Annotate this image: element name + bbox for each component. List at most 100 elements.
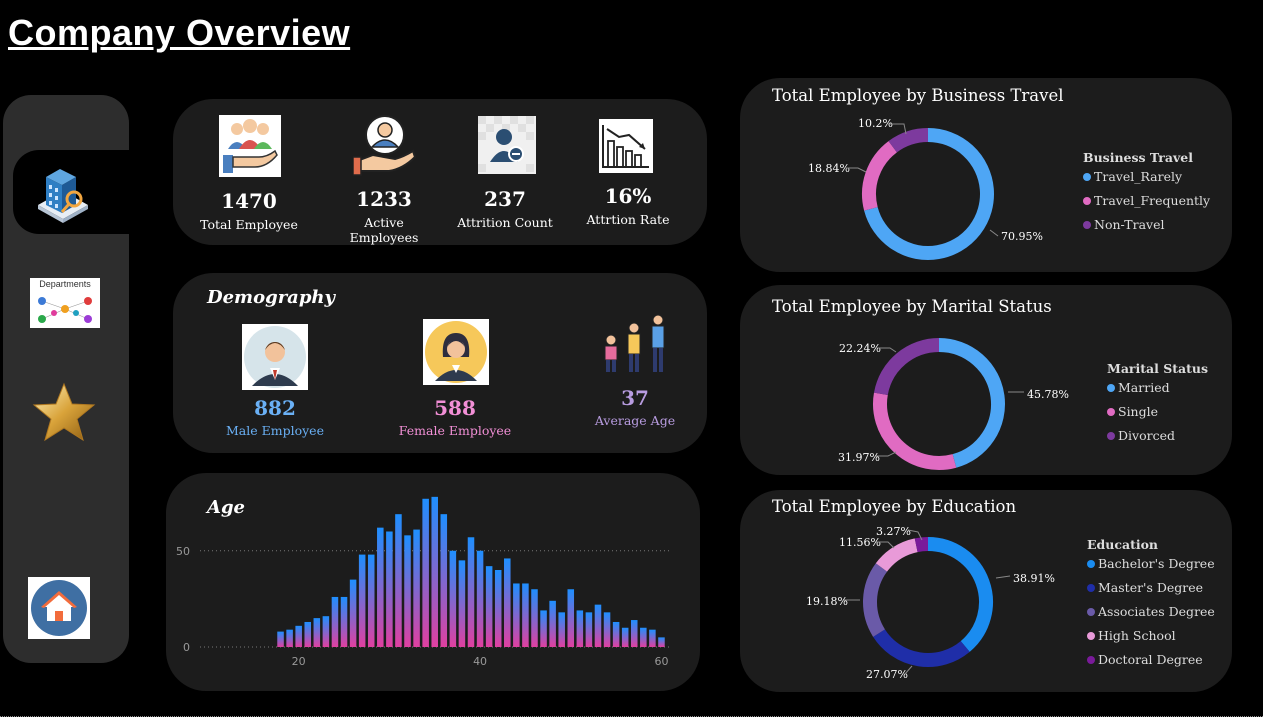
age-bar[interactable] (358, 554, 366, 647)
donut-slice-0[interactable] (938, 338, 1005, 468)
kpi-value: 1233 (356, 187, 412, 211)
age-bar[interactable] (422, 498, 429, 647)
age-bar[interactable] (340, 596, 348, 647)
donut-slice-4[interactable] (914, 537, 929, 553)
donut-slice-2[interactable] (873, 338, 940, 396)
x-tick-label: 60 (654, 655, 668, 668)
sidebar-item-departments[interactable]: Departments (30, 278, 100, 328)
legend-item[interactable]: Divorced (1107, 428, 1208, 443)
age-bar[interactable] (658, 637, 665, 647)
age-bar[interactable] (630, 620, 638, 647)
age-bar[interactable] (612, 621, 620, 647)
age-bar[interactable] (349, 579, 357, 647)
legend-dot (1107, 431, 1115, 440)
age-bar[interactable] (522, 583, 529, 647)
age-bar[interactable] (322, 616, 330, 647)
age-bar[interactable] (513, 583, 520, 647)
age-bar[interactable] (567, 589, 575, 647)
marital-status-legend: Marital Status Married Single Divorced (1107, 361, 1208, 443)
age-bar[interactable] (594, 604, 602, 647)
age-bar[interactable] (649, 629, 656, 647)
legend-item[interactable]: Doctoral Degree (1087, 652, 1215, 667)
legend-label: Associates Degree (1098, 604, 1215, 619)
legend-item[interactable]: Travel_Frequently (1083, 193, 1210, 208)
age-bar[interactable] (304, 621, 312, 647)
age-bar[interactable] (640, 627, 647, 647)
age-bar[interactable] (504, 558, 511, 647)
star-icon[interactable] (32, 382, 96, 444)
donut-slice-3[interactable] (875, 538, 918, 572)
age-bar[interactable] (558, 612, 565, 647)
legend-label: Divorced (1118, 428, 1175, 443)
age-bar[interactable] (621, 627, 629, 647)
kpi-total-employee: 1470 Total Employee (199, 189, 299, 232)
age-bar[interactable] (404, 535, 411, 647)
legend-title: Marital Status (1107, 361, 1209, 376)
age-bar[interactable] (331, 596, 339, 647)
age-bar[interactable] (585, 612, 593, 647)
kpi-active-employees: 1233 Active Employees (329, 187, 439, 245)
kpi-label: Total Employee (200, 217, 298, 232)
legend-label: Bachelor's Degree (1098, 556, 1215, 571)
sidebar-item-home[interactable] (28, 577, 90, 639)
donut-slice-0[interactable] (864, 128, 994, 260)
donut-slice-2[interactable] (863, 563, 888, 637)
female-count: 588 (434, 396, 476, 420)
legend-item[interactable]: Married (1107, 380, 1208, 395)
age-bar[interactable] (485, 566, 493, 647)
legend-dot (1087, 607, 1095, 616)
age-bar[interactable] (313, 618, 321, 647)
marital-pct-divorced: 22.24% (839, 342, 881, 355)
age-bar[interactable] (449, 550, 457, 647)
age-bar[interactable] (476, 550, 484, 647)
marital-pct-married: 45.78% (1027, 388, 1069, 401)
marital-status-donut (873, 338, 1005, 470)
age-bar[interactable] (395, 514, 402, 647)
age-bar[interactable] (386, 531, 393, 648)
donut-slice-2[interactable] (888, 128, 929, 153)
legend-item[interactable]: Non-Travel (1083, 217, 1210, 232)
age-bar[interactable] (531, 589, 538, 647)
age-bar[interactable] (549, 600, 556, 647)
donut-slice-1[interactable] (873, 392, 957, 470)
legend-item[interactable]: Master's Degree (1087, 580, 1215, 595)
home-icon (31, 580, 87, 636)
education-donut (863, 537, 993, 667)
female-employee-stat: 588 Female Employee (395, 396, 515, 438)
y-tick-label: 50 (176, 545, 190, 558)
donut-slice-0[interactable] (927, 537, 993, 652)
age-bar[interactable] (367, 554, 375, 647)
team-hand-icon (219, 115, 281, 177)
education-title: Total Employee by Education (772, 497, 1017, 516)
legend-label: Married (1118, 380, 1170, 395)
age-bar[interactable] (458, 560, 466, 647)
age-bar[interactable] (413, 529, 420, 647)
legend-item[interactable]: High School (1087, 628, 1215, 643)
legend-item[interactable]: Travel_Rarely (1083, 169, 1210, 184)
age-bar[interactable] (277, 631, 284, 647)
legend-dot (1083, 220, 1091, 229)
kpi-value: 237 (484, 187, 526, 211)
age-bar[interactable] (295, 625, 302, 647)
age-bar[interactable] (440, 514, 448, 647)
donut-slice-1[interactable] (873, 629, 970, 667)
donut-slice-1[interactable] (862, 141, 898, 211)
age-bar[interactable] (431, 496, 438, 647)
kpi-attrition-count: 237 Attrition Count (455, 187, 555, 230)
age-bar[interactable] (377, 527, 384, 647)
age-bar[interactable] (494, 570, 502, 647)
legend-dot (1087, 631, 1095, 640)
age-bar[interactable] (540, 610, 547, 647)
age-bar[interactable] (603, 612, 611, 647)
age-bar[interactable] (576, 610, 584, 647)
kpi-label: Attrtion Rate (586, 212, 670, 227)
age-bar[interactable] (286, 629, 293, 647)
age-chart-title: Age (207, 497, 246, 518)
legend-item[interactable]: Single (1107, 404, 1208, 419)
age-bar[interactable] (467, 537, 475, 647)
legend-item[interactable]: Bachelor's Degree (1087, 556, 1215, 571)
legend-item[interactable]: Associates Degree (1087, 604, 1215, 619)
age-histogram: 0 50 20 40 60 (176, 496, 670, 668)
legend-label: Travel_Frequently (1094, 193, 1211, 208)
